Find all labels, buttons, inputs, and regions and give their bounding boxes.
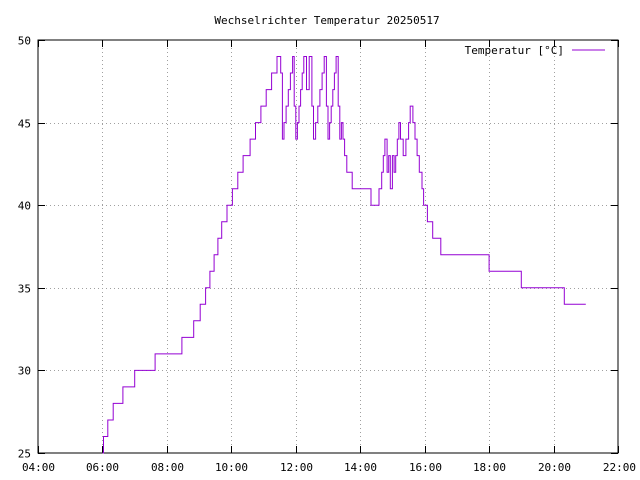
chart-title: Wechselrichter Temperatur 20250517 xyxy=(214,14,439,27)
x-tick-label: 10:00 xyxy=(215,461,248,474)
x-tick-label: 08:00 xyxy=(151,461,184,474)
x-tick-label: 22:00 xyxy=(603,461,636,474)
x-tick-label: 16:00 xyxy=(409,461,442,474)
y-tick-label: 50 xyxy=(18,35,31,48)
y-tick-label: 30 xyxy=(18,365,31,378)
x-tick-label: 12:00 xyxy=(280,461,313,474)
axis-ticks xyxy=(38,40,619,454)
y-axis-tick-labels: 25 30 35 40 45 50 xyxy=(18,35,31,461)
legend: Temperatur [°C] xyxy=(465,44,605,57)
plot-frame xyxy=(37,39,619,454)
temperature-series-line xyxy=(102,56,586,454)
legend-label: Temperatur [°C] xyxy=(465,44,564,57)
series-layer xyxy=(102,56,586,454)
y-tick-label: 35 xyxy=(18,283,31,296)
y-tick-label: 25 xyxy=(18,448,31,461)
y-tick-label: 40 xyxy=(18,200,31,213)
x-axis-tick-labels: 04:00 06:00 08:00 10:00 12:00 14:00 16:00 18:00… xyxy=(22,461,636,474)
x-tick-label: 20:00 xyxy=(538,461,571,474)
x-tick-label: 18:00 xyxy=(473,461,506,474)
y-tick-label: 45 xyxy=(18,118,31,131)
x-tick-label: 06:00 xyxy=(86,461,119,474)
x-tick-label: 14:00 xyxy=(344,461,377,474)
gridlines xyxy=(38,40,618,453)
x-tick-label: 04:00 xyxy=(22,461,55,474)
